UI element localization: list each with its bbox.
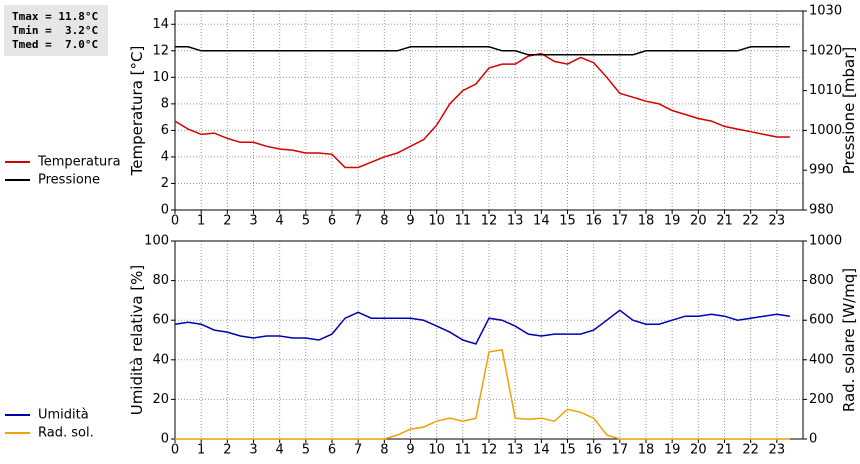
x-tick-label: 13: [507, 443, 524, 458]
x-tick-label: 17: [612, 214, 629, 229]
x-tick-label: 4: [276, 214, 284, 229]
plot-frame: [174, 240, 804, 440]
y2-tick-label: 980: [809, 203, 834, 218]
x-tick-label: 23: [769, 443, 786, 458]
x-tick-label: 16: [585, 443, 602, 458]
stat: Tmax = 11.8°C: [12, 10, 98, 23]
x-tick-label: 20: [690, 214, 707, 229]
x-tick-label: 3: [249, 443, 257, 458]
legend-label: Rad. sol.: [38, 426, 94, 441]
x-tick-label: 9: [406, 214, 414, 229]
stat: Tmin = 3.2°C: [12, 24, 98, 37]
x-tick-label: 11: [455, 443, 472, 458]
y-tick-label: 100: [144, 234, 169, 249]
x-tick-label: 10: [428, 214, 445, 229]
x-tick-label: 8: [380, 214, 388, 229]
y2-tick-label: 1000: [809, 123, 842, 138]
x-tick-label: 7: [354, 443, 362, 458]
x-tick-label: 22: [742, 214, 759, 229]
legend-label: Umidità: [38, 408, 89, 423]
x-tick-label: 12: [481, 214, 498, 229]
x-tick-label: 5: [302, 443, 310, 458]
x-tick-label: 1: [197, 214, 205, 229]
stat: Tmed = 7.0°C: [12, 38, 98, 51]
x-tick-label: 10: [428, 443, 445, 458]
y2-tick-label: 1010: [809, 83, 842, 98]
y2-tick-label: 0: [809, 432, 817, 447]
y-tick-label: 14: [152, 17, 169, 32]
x-tick-label: 6: [328, 443, 336, 458]
y-tick-label: 6: [161, 123, 169, 138]
x-tick-label: 21: [716, 214, 733, 229]
x-tick-label: 6: [328, 214, 336, 229]
x-tick-label: 0: [171, 214, 179, 229]
x-tick-label: 23: [769, 214, 786, 229]
x-tick-label: 18: [638, 214, 655, 229]
plot-frame: [174, 10, 804, 211]
x-tick-label: 22: [742, 443, 759, 458]
x-tick-label: 11: [455, 214, 472, 229]
x-tick-label: 3: [249, 214, 257, 229]
x-tick-label: 5: [302, 214, 310, 229]
x-tick-label: 2: [223, 214, 231, 229]
x-tick-label: 18: [638, 443, 655, 458]
x-tick-label: 19: [664, 443, 681, 458]
y-tick-label: 80: [152, 273, 169, 288]
x-tick-label: 21: [716, 443, 733, 458]
legend-label: Pressione: [38, 173, 100, 188]
y-tick-label: 0: [161, 203, 169, 218]
y-axis-label: Temperatura [°C]: [128, 46, 146, 177]
x-tick-label: 0: [171, 443, 179, 458]
y-tick-label: 60: [152, 313, 169, 328]
x-tick-label: 2: [223, 443, 231, 458]
x-tick-label: 7: [354, 214, 362, 229]
x-tick-label: 8: [380, 443, 388, 458]
x-tick-label: 1: [197, 443, 205, 458]
y2-tick-label: 990: [809, 163, 834, 178]
y2-axis-label: Rad. solare [W/mq]: [840, 268, 858, 412]
x-tick-label: 15: [559, 214, 576, 229]
y2-tick-label: 400: [809, 352, 834, 367]
y-tick-label: 40: [152, 352, 169, 367]
x-tick-label: 14: [533, 443, 550, 458]
y2-tick-label: 1030: [809, 4, 842, 19]
y-tick-label: 8: [161, 96, 169, 111]
y-tick-label: 20: [152, 392, 169, 407]
x-tick-label: 15: [559, 443, 576, 458]
x-tick-label: 19: [664, 214, 681, 229]
y-axis-label: Umidità relativa [%]: [128, 265, 146, 416]
series-line: [174, 309, 791, 345]
y-tick-label: 2: [161, 176, 169, 191]
series-line: [175, 46, 790, 56]
x-tick-label: 16: [585, 214, 602, 229]
y2-tick-label: 200: [809, 392, 834, 407]
y2-axis-label: Pressione [mbar]: [840, 47, 858, 175]
x-tick-label: 20: [690, 443, 707, 458]
y-tick-label: 0: [161, 432, 169, 447]
y2-tick-label: 1020: [809, 43, 842, 58]
x-tick-label: 13: [507, 214, 524, 229]
series-line: [174, 52, 790, 169]
stats-box: [4, 5, 108, 56]
x-tick-label: 17: [612, 443, 629, 458]
series-line: [175, 349, 790, 440]
y-tick-label: 4: [161, 149, 169, 164]
x-tick-label: 14: [533, 214, 550, 229]
y2-tick-label: 800: [809, 273, 834, 288]
y2-tick-label: 1000: [809, 234, 842, 249]
legend-label: Temperatura: [37, 155, 121, 170]
y-tick-label: 10: [152, 70, 169, 85]
y-tick-label: 12: [152, 43, 169, 58]
y2-tick-label: 600: [809, 313, 834, 328]
x-tick-label: 4: [276, 443, 284, 458]
x-tick-label: 12: [481, 443, 498, 458]
x-tick-label: 9: [406, 443, 414, 458]
